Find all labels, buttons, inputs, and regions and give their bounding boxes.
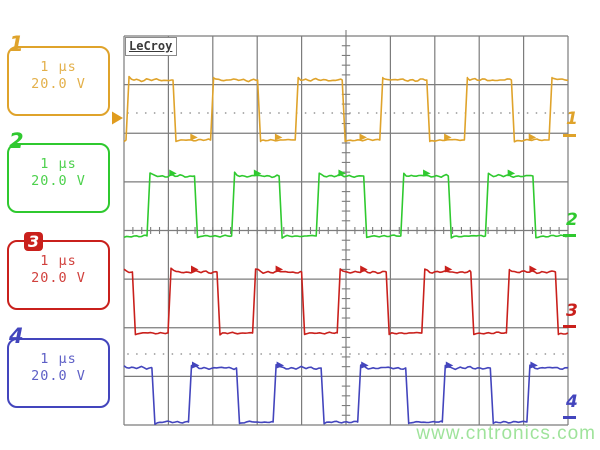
lecroy-logo: LeCroy: [125, 37, 178, 56]
channel-digit-1[interactable]: 1: [9, 32, 24, 56]
channel-timebase: 1 µs: [40, 59, 77, 75]
channel-card-2[interactable]: 1 µs 20.0 V: [7, 143, 110, 213]
channel-scale: 20.0 V: [31, 368, 86, 384]
channel-timebase: 1 µs: [40, 156, 77, 172]
channel-card-1[interactable]: 1 µs 20.0 V: [7, 46, 110, 116]
channel-marker-dash-4[interactable]: [563, 416, 576, 419]
waveform-blips-ch2: [169, 169, 516, 177]
channel-marker-dash-3[interactable]: [563, 325, 576, 328]
channel-card-4[interactable]: 1 µs 20.0 V: [7, 338, 110, 408]
waveform-blips-ch4: [192, 361, 538, 369]
channel-digit-3[interactable]: 3: [24, 232, 44, 251]
watermark-text: www.cntronics.com: [416, 423, 596, 444]
channel-marker-3[interactable]: 3: [566, 301, 578, 321]
channel-digit-4[interactable]: 4: [9, 324, 24, 348]
channel-marker-dash-1[interactable]: [563, 134, 576, 137]
channel-scale: 20.0 V: [31, 270, 86, 286]
channel-scale: 20.0 V: [31, 76, 86, 92]
waveform-blips-ch3: [191, 265, 537, 273]
channel-timebase: 1 µs: [40, 253, 77, 269]
trigger-arrow[interactable]: [112, 111, 123, 125]
channel-marker-2[interactable]: 2: [566, 210, 578, 230]
ref-dots-ch4: [127, 353, 565, 355]
channel-marker-1[interactable]: 1: [566, 109, 578, 129]
waveform-ch3: [123, 267, 569, 336]
channel-marker-dash-2[interactable]: [563, 234, 576, 237]
channel-marker-4[interactable]: 4: [566, 392, 578, 412]
waveform-blips-ch1: [190, 133, 537, 141]
channel-timebase: 1 µs: [40, 351, 77, 367]
waveform-ch2: [123, 171, 569, 239]
channel-card-3[interactable]: 1 µs 20.0 V: [7, 240, 110, 310]
channel-digit-2[interactable]: 2: [9, 129, 24, 153]
center-axis-ticks: [132, 30, 569, 416]
ref-dots-ch1: [127, 112, 565, 114]
channel-scale: 20.0 V: [31, 173, 86, 189]
waveform-ch1: [123, 75, 569, 143]
